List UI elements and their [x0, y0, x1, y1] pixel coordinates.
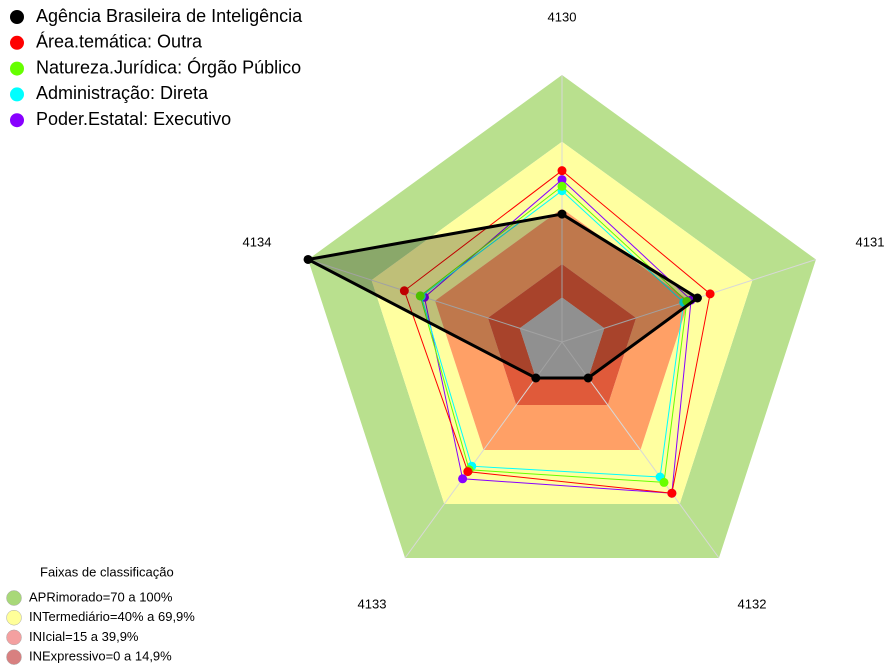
band-legend-marker	[6, 649, 22, 665]
series-point	[303, 254, 313, 264]
band-legend-label: INExpressivo=0 a 14,9%	[29, 649, 172, 664]
series-line	[419, 185, 688, 483]
axis-label: 4130	[548, 9, 577, 24]
legend-marker	[10, 10, 24, 24]
series-point	[415, 291, 425, 301]
axis-label: 4132	[738, 596, 767, 611]
spoke	[307, 259, 563, 343]
axis-label: 4133	[358, 596, 387, 611]
series-point	[399, 286, 409, 296]
series-point	[557, 166, 567, 176]
band	[308, 75, 816, 559]
legend-label: Área.temática: Outra	[36, 32, 203, 52]
series-point	[583, 373, 593, 383]
series-point	[458, 474, 468, 484]
series-point	[692, 293, 702, 303]
series-point	[463, 467, 473, 477]
series-point	[531, 373, 541, 383]
legend-label: Agência Brasileira de Inteligência	[36, 6, 303, 26]
band-legend-label: INTermediário=40% a 69,9%	[29, 609, 195, 624]
legend-label: Natureza.Jurídica: Órgão Público	[36, 56, 301, 77]
series-line	[303, 212, 701, 380]
legend-marker	[10, 113, 24, 128]
series-point	[557, 175, 567, 185]
band-legend-marker	[6, 609, 22, 626]
series-point	[667, 488, 677, 498]
legend-label: Administração: Direta	[36, 83, 209, 103]
band	[435, 208, 689, 451]
series-point	[557, 209, 567, 219]
bands-title: Faixas de classificação	[40, 564, 174, 579]
legend-marker	[10, 35, 24, 50]
axis-label: 4131	[856, 234, 885, 249]
band-legend-marker	[6, 590, 22, 606]
legend-marker	[10, 87, 24, 102]
legend-marker	[10, 61, 24, 76]
axis-label: 4134	[243, 234, 272, 249]
legend-label: Poder.Estatal: Executivo	[36, 109, 231, 129]
band-legend-label: INIcial=15 a 39,9%	[29, 629, 139, 644]
series-point	[705, 289, 715, 299]
series-point	[659, 477, 669, 487]
series-line	[420, 190, 685, 478]
band-legend-marker	[6, 629, 22, 646]
series-point	[557, 181, 567, 191]
series-line	[403, 170, 711, 494]
band-legend-label: APRimorado=70 a 100%	[29, 589, 173, 604]
